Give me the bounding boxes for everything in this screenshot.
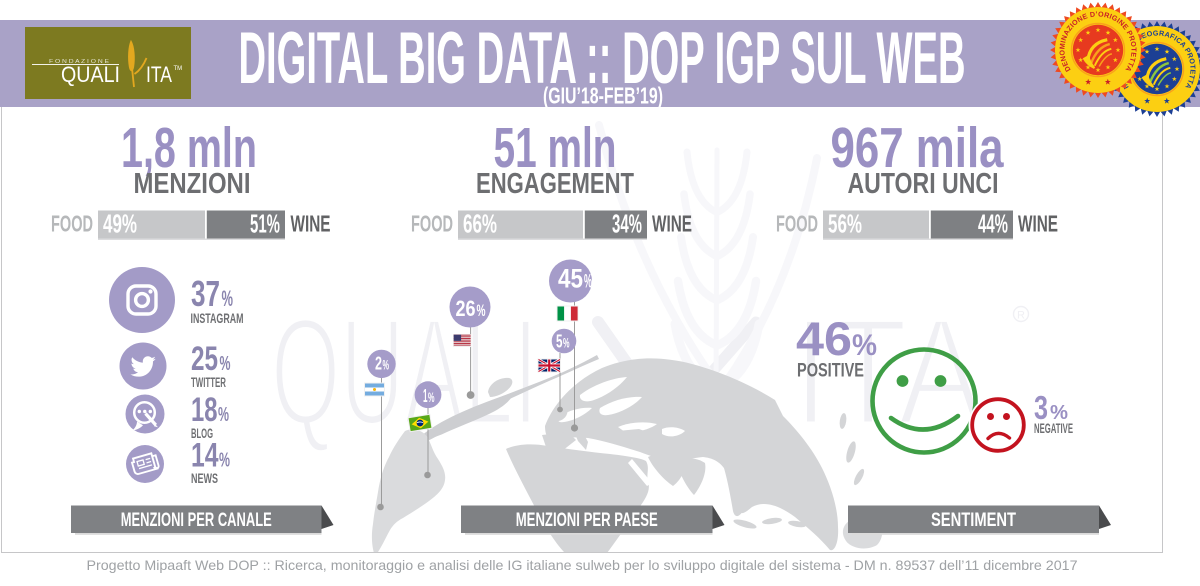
svg-text:1: 1 xyxy=(423,386,428,406)
svg-text:POSITIVE: POSITIVE xyxy=(797,360,864,382)
svg-text:WINE: WINE xyxy=(291,211,331,237)
svg-text:R: R xyxy=(1017,310,1025,322)
svg-text:45: 45 xyxy=(558,264,583,294)
svg-text:Progetto Mipaaft Web DOP :: Ri: Progetto Mipaaft Web DOP :: Ricerca, mon… xyxy=(87,557,1078,573)
svg-text:44%: 44% xyxy=(978,209,1008,239)
svg-text:%: % xyxy=(383,358,390,373)
svg-text:INSTAGRAM: INSTAGRAM xyxy=(191,311,244,326)
svg-text:51 mln: 51 mln xyxy=(494,116,617,180)
svg-text:66%: 66% xyxy=(463,209,497,239)
svg-text:TWITTER: TWITTER xyxy=(191,375,226,390)
svg-text:F O N D A Z I O N E: F O N D A Z I O N E xyxy=(49,59,110,65)
svg-text:5: 5 xyxy=(556,332,563,352)
svg-text:MENZIONI PER PAESE: MENZIONI PER PAESE xyxy=(516,509,658,531)
svg-text:ITA: ITA xyxy=(793,287,985,457)
svg-text:(GIU’18-FEB’19): (GIU’18-FEB’19) xyxy=(543,83,663,109)
svg-text:SENTIMENT: SENTIMENT xyxy=(931,509,1016,531)
svg-text:BLOG: BLOG xyxy=(191,426,213,441)
svg-text:ENGAGEMENT: ENGAGEMENT xyxy=(476,168,634,200)
svg-text:%: % xyxy=(428,390,435,405)
svg-text:56%: 56% xyxy=(828,209,862,239)
svg-text:%: % xyxy=(222,286,234,311)
svg-text:%: % xyxy=(584,271,592,293)
svg-text:34%: 34% xyxy=(612,209,642,239)
svg-text:967 mila: 967 mila xyxy=(831,116,1005,180)
svg-text:%: % xyxy=(219,449,230,472)
svg-text:%: % xyxy=(1050,402,1068,424)
svg-text:46: 46 xyxy=(796,312,852,365)
svg-text:NEWS: NEWS xyxy=(191,471,218,486)
svg-text:FOOD: FOOD xyxy=(51,211,93,237)
svg-text:DIGITAL BIG DATA :: DOP IGP SU: DIGITAL BIG DATA :: DOP IGP SUL WEB xyxy=(239,16,966,99)
svg-text:QUALI: QUALI xyxy=(271,287,538,457)
svg-text:FOOD: FOOD xyxy=(411,211,453,237)
svg-text:WINE: WINE xyxy=(652,211,692,237)
svg-text:26: 26 xyxy=(456,296,476,321)
svg-text:FOOD: FOOD xyxy=(776,211,818,237)
svg-text:51%: 51% xyxy=(250,209,280,239)
svg-text:%: % xyxy=(218,403,229,426)
svg-text:MENZIONI: MENZIONI xyxy=(134,168,251,200)
svg-text:%: % xyxy=(220,352,231,375)
svg-text:TM: TM xyxy=(174,66,183,72)
svg-text:37: 37 xyxy=(191,273,220,314)
svg-text:WINE: WINE xyxy=(1018,211,1058,237)
svg-text:%: % xyxy=(852,329,877,362)
svg-text:NEGATIVE: NEGATIVE xyxy=(1034,421,1073,436)
svg-text:MENZIONI PER CANALE: MENZIONI PER CANALE xyxy=(121,509,272,531)
svg-text:AUTORI UNCI: AUTORI UNCI xyxy=(848,168,999,200)
svg-text:2: 2 xyxy=(375,354,382,374)
svg-text:%: % xyxy=(477,302,486,320)
svg-text:25: 25 xyxy=(191,340,218,378)
svg-text:3: 3 xyxy=(1034,389,1048,426)
svg-text:ITA: ITA xyxy=(146,62,172,87)
svg-text:14: 14 xyxy=(191,437,219,475)
svg-text:%: % xyxy=(563,336,570,351)
svg-text:1,8 mln: 1,8 mln xyxy=(121,116,257,180)
svg-text:18: 18 xyxy=(191,391,218,429)
svg-text:QUALI: QUALI xyxy=(61,62,120,87)
svg-text:49%: 49% xyxy=(103,209,137,239)
